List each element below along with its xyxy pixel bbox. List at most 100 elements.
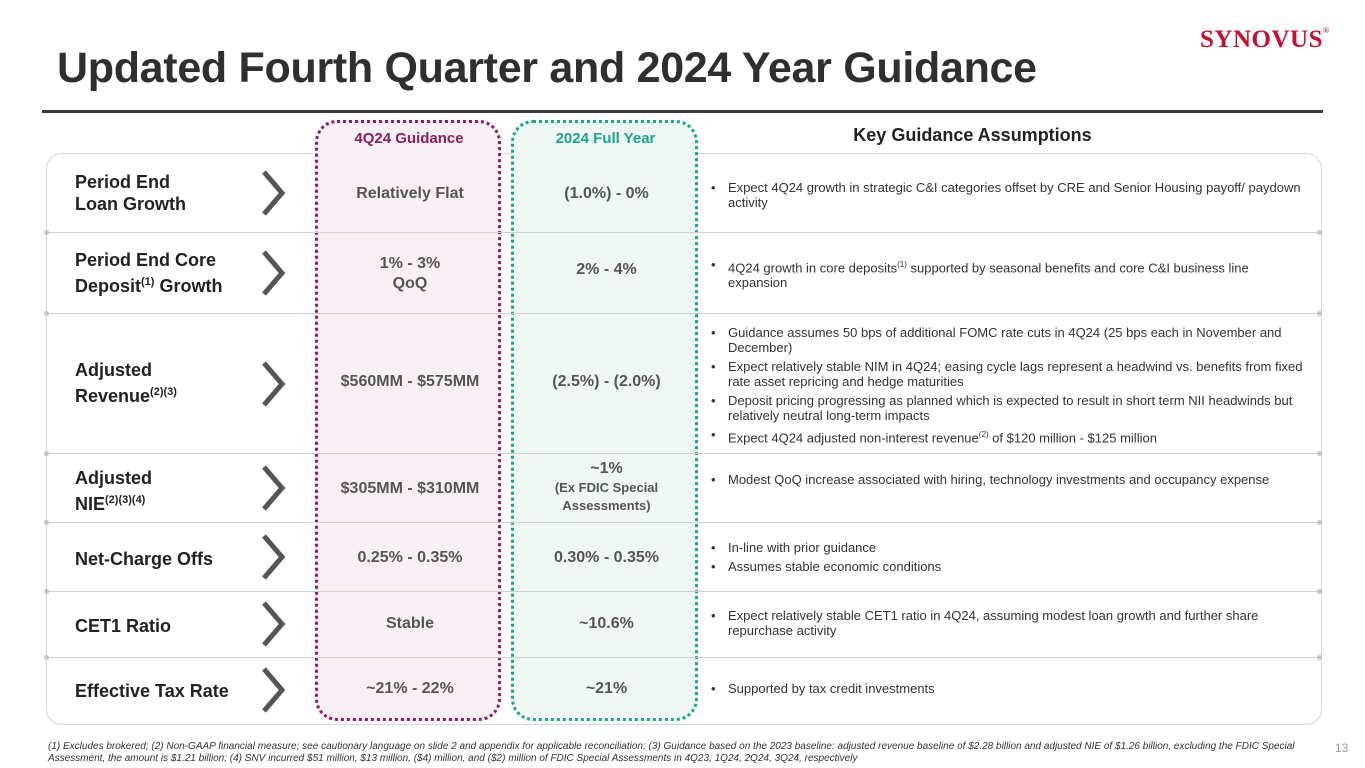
footnote-ref: (1): [897, 260, 907, 269]
assumption-item: Deposit pricing progressing as planned w…: [708, 393, 1308, 423]
assumption-text: 4Q24 growth in core deposits: [728, 260, 898, 276]
assumption-item: Modest QoQ increase associated with hiri…: [708, 472, 1308, 487]
row-label-line: Loan Growth: [75, 194, 186, 214]
assumption-item: In-line with prior guidance: [708, 540, 1308, 555]
key-assumptions-header: Key Guidance Assumptions: [853, 125, 1092, 145]
assumption-list: 4Q24 growth in core deposits(1) supporte…: [708, 257, 1308, 294]
divider-dot: [1317, 230, 1322, 235]
row-net-charge-offs: Net-Charge Offs 0.25% - 0.35% 0.30% - 0.…: [46, 523, 1320, 591]
assumption-text: of $120 million - $125 million: [988, 430, 1157, 446]
row-adjusted-revenue: Adjusted Revenue(2)(3) $560MM - $575MM (…: [46, 314, 1320, 453]
row-label: CET1 Ratio: [75, 616, 172, 636]
full-year-value-note: Assessments): [562, 498, 651, 513]
assumption-item: Expect 4Q24 adjusted non-interest revenu…: [708, 427, 1308, 445]
q4-value-line: QoQ: [392, 275, 428, 292]
footnote-ref: (2)(3)(4): [105, 494, 146, 506]
assumption-list: Guidance assumes 50 bps of additional FO…: [708, 325, 1308, 449]
full-year-value-line: ~1%: [590, 460, 623, 477]
label-text: Growth: [154, 276, 223, 296]
chevron-right-icon: [258, 533, 288, 581]
assumption-list: Supported by tax credit investments: [708, 681, 1308, 700]
row-label-line: Adjusted: [75, 468, 153, 488]
divider-dot: [1317, 589, 1322, 594]
divider-dot: [44, 311, 49, 316]
q4-guidance-column: [315, 120, 501, 721]
row-divider: [46, 313, 1320, 314]
footnote-ref: (1): [141, 276, 155, 288]
chevron-right-icon: [258, 464, 288, 512]
q4-value: Stable: [385, 615, 434, 632]
full-year-value: (1.0%) - 0%: [564, 185, 649, 202]
row-label-line: Deposit(1) Growth: [75, 271, 222, 297]
q4-value: 0.25% - 0.35%: [357, 549, 463, 566]
row-divider: [46, 522, 1320, 523]
row-divider: [46, 453, 1320, 454]
assumption-list: Expect 4Q24 growth in strategic C&I cate…: [708, 180, 1308, 214]
footnote-ref: (2): [978, 430, 989, 439]
page-title: Updated Fourth Quarter and 2024 Year Gui…: [57, 44, 1037, 92]
row-adjusted-nie: Adjusted NIE(2)(3)(4) $305MM - $310MM ~1…: [46, 454, 1320, 522]
divider-dot: [44, 589, 49, 594]
q4-value: $305MM - $310MM: [340, 480, 480, 497]
assumption-item: Expect relatively stable CET1 ratio in 4…: [708, 608, 1308, 638]
divider-dot: [44, 520, 49, 525]
assumption-item: 4Q24 growth in core deposits(1) supporte…: [708, 257, 1308, 290]
q4-guidance-header: 4Q24 Guidance: [354, 130, 464, 147]
row-label: Period End Core Deposit(1) Growth: [75, 249, 222, 297]
full-year-value: (2.5%) - (2.0%): [552, 373, 661, 390]
assumption-item: Expect 4Q24 growth in strategic C&I cate…: [708, 180, 1308, 210]
assumption-list: In-line with prior guidance Assumes stab…: [708, 540, 1308, 578]
row-label: Adjusted Revenue(2)(3): [75, 359, 177, 407]
assumption-item: Guidance assumes 50 bps of additional FO…: [708, 325, 1308, 355]
assumption-item: Expect relatively stable NIM in 4Q24; ea…: [708, 359, 1308, 389]
divider-dot: [44, 451, 49, 456]
row-label-line: NIE(2)(3)(4): [75, 489, 152, 515]
row-label: Adjusted NIE(2)(3)(4): [75, 467, 152, 515]
row-cet1-ratio: CET1 Ratio Stable ~10.6% Expect relative…: [46, 592, 1320, 657]
divider-dot: [1317, 520, 1322, 525]
row-divider: [46, 232, 1320, 233]
footnote: (1) Excludes brokered; (2) Non-GAAP fina…: [48, 741, 1295, 764]
row-divider: [46, 591, 1320, 592]
label-text: NIE: [75, 494, 106, 514]
chevron-right-icon: [258, 249, 288, 297]
row-divider: [46, 657, 1320, 658]
row-core-deposit-growth: Period End Core Deposit(1) Growth 1% - 3…: [46, 233, 1320, 313]
assumption-text: Expect 4Q24 adjusted non-interest revenu…: [728, 430, 979, 446]
row-loan-growth: Period End Loan Growth Relatively Flat (…: [46, 155, 1320, 232]
divider-dot: [44, 655, 49, 660]
divider-dot: [1317, 655, 1322, 660]
row-label: Net-Charge Offs: [75, 549, 214, 569]
divider-dot: [1317, 311, 1322, 316]
q4-value: 1% - 3% QoQ: [317, 254, 503, 294]
full-year-value: ~21%: [585, 680, 628, 697]
full-year-column: [511, 120, 698, 721]
chevron-right-icon: [258, 666, 288, 714]
full-year-value: ~10.6%: [579, 615, 634, 632]
row-effective-tax-rate: Effective Tax Rate ~21% - 22% ~21% Suppo…: [46, 658, 1320, 720]
label-text: Revenue: [75, 386, 151, 406]
row-label: Effective Tax Rate: [75, 681, 229, 701]
page-number: 13: [1335, 741, 1349, 755]
full-year-value: 2% - 4%: [576, 261, 637, 278]
full-year-value: 0.30% - 0.35%: [554, 549, 659, 566]
assumption-list: Modest QoQ increase associated with hiri…: [708, 472, 1308, 491]
q4-value: $560MM - $575MM: [340, 373, 480, 390]
label-text: Deposit: [75, 276, 142, 296]
row-label-line: Period End Core: [75, 250, 217, 270]
row-label-line: Adjusted: [75, 360, 153, 380]
assumption-item: Assumes stable economic conditions: [708, 559, 1308, 574]
q4-value: Relatively Flat: [356, 185, 464, 202]
q4-value-line: 1% - 3%: [379, 255, 441, 272]
full-year-value-note: (Ex FDIC Special: [554, 480, 659, 495]
full-year-value: ~1% (Ex FDIC Special Assessments): [513, 459, 700, 515]
title-rule: [42, 110, 1323, 113]
synovus-logo: SYNOVUS®: [1200, 26, 1330, 53]
divider-dot: [44, 230, 49, 235]
full-year-header: 2024 Full Year: [555, 130, 656, 147]
assumption-text: supported by seasonal benefits and core …: [728, 260, 1249, 291]
q4-value: ~21% - 22%: [366, 680, 454, 697]
footnote-ref: (2)(3): [150, 386, 177, 398]
divider-dot: [1317, 451, 1322, 456]
chevron-right-icon: [258, 360, 288, 408]
